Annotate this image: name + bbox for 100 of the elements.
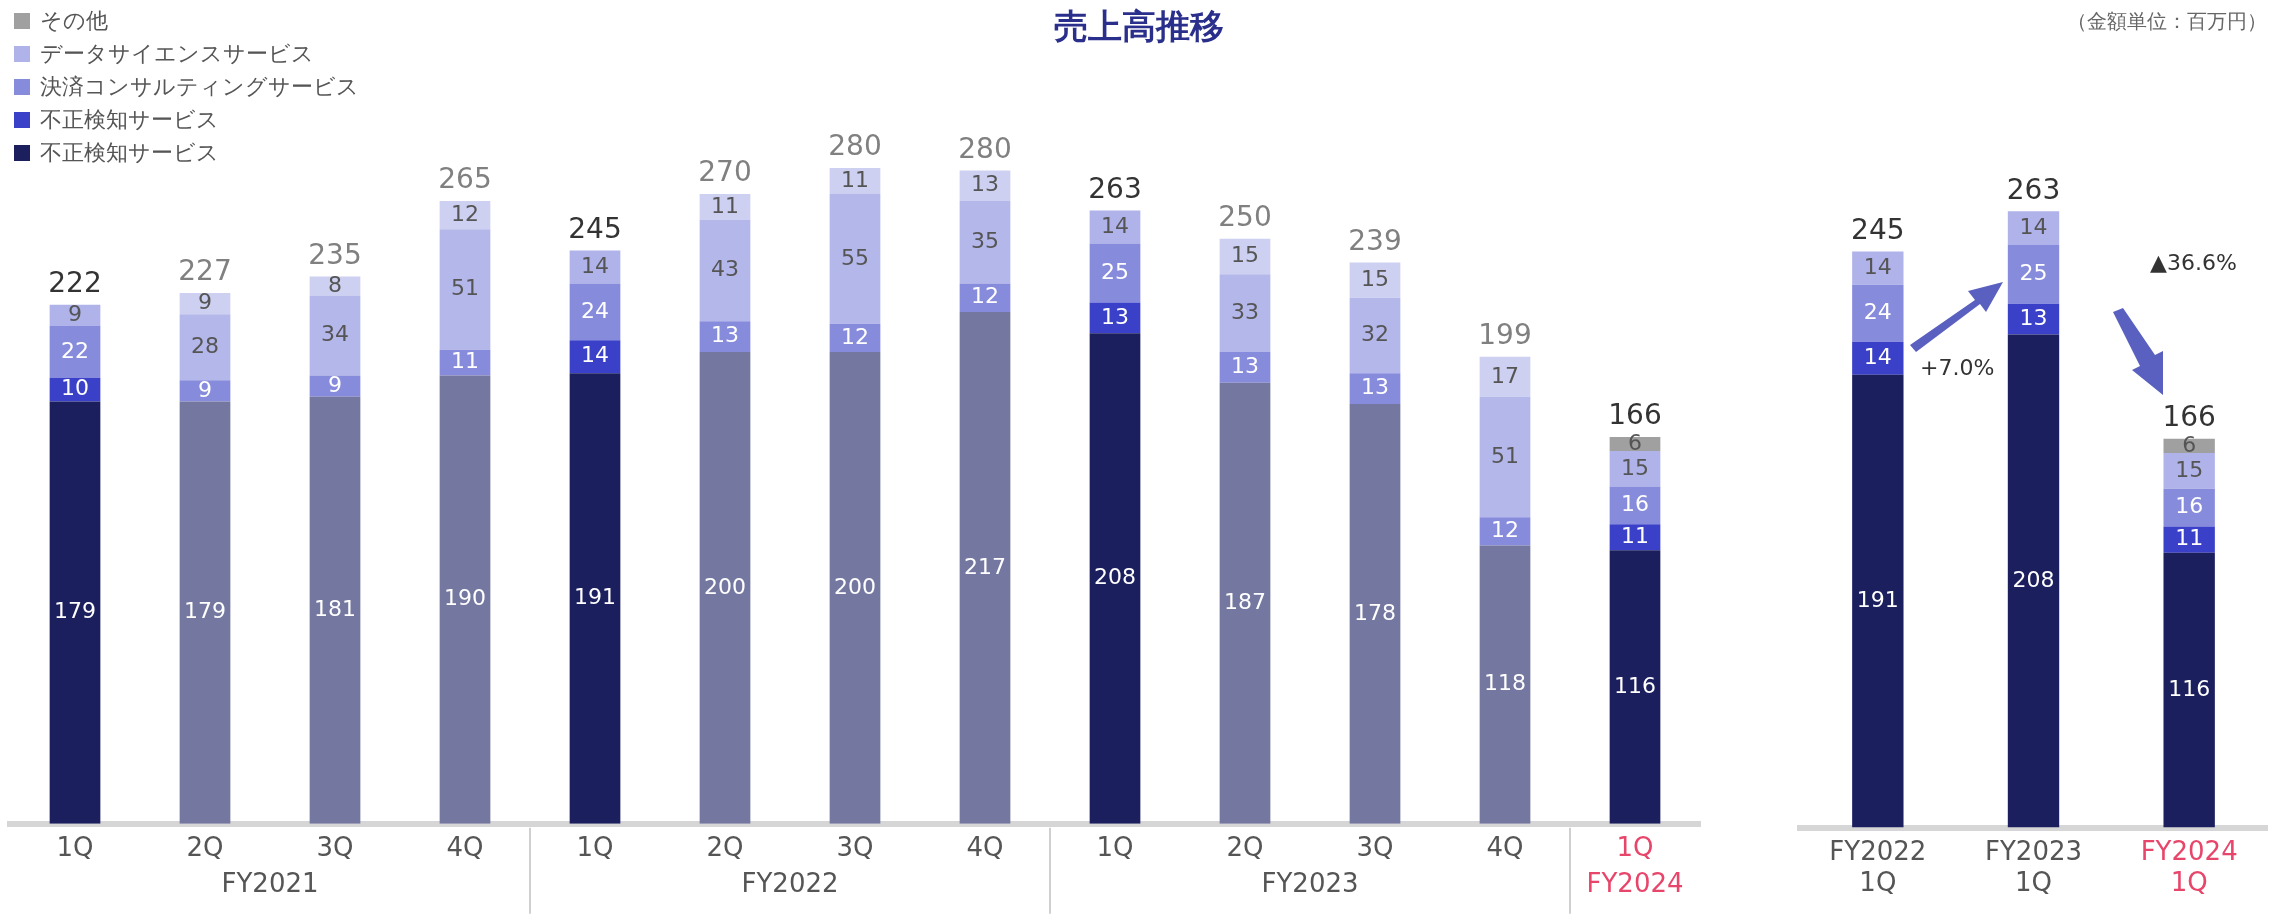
total-label: 245 [1851, 212, 1905, 246]
data-label: 13 [711, 322, 739, 348]
x-tick-label: 4Q [966, 832, 1004, 863]
data-label: 14 [2019, 213, 2048, 239]
bar [439, 229, 491, 350]
data-label: 8 [328, 271, 342, 297]
bar [699, 219, 751, 322]
data-label: 35 [971, 228, 999, 254]
bar [1349, 297, 1401, 374]
bar [569, 373, 621, 824]
x-tick-label: 1Q [1616, 832, 1654, 863]
data-label: 12 [1491, 517, 1519, 543]
data-label: 200 [834, 573, 876, 599]
total-label: 265 [438, 162, 492, 196]
x-tick-label: FY2022 1Q [1829, 835, 1927, 898]
data-label: 15 [1361, 265, 1389, 291]
bar [1852, 284, 1904, 342]
total-label: 245 [568, 211, 622, 245]
data-label: 6 [1628, 429, 1642, 455]
data-label: 13 [971, 171, 999, 197]
legend-label: 不正検知サービス [40, 139, 219, 167]
legend-label: その他 [40, 7, 108, 35]
data-label: 118 [1484, 670, 1526, 696]
data-label: 11 [711, 192, 739, 218]
text: FY2024 [1586, 867, 1684, 898]
data-label: 14 [581, 342, 609, 368]
x-tick-label: 2Q [1226, 832, 1264, 863]
x-tick-label: 1Q [56, 832, 94, 863]
text: FY2023 [1261, 867, 1359, 898]
bar [1089, 333, 1141, 824]
x-tick-label: 1Q [576, 832, 614, 863]
bar [2163, 488, 2215, 527]
bar [1479, 396, 1531, 518]
x-tick-label: 2Q [186, 832, 224, 863]
bar [309, 396, 361, 824]
legend-label: データサイエンスサービス [40, 40, 314, 68]
data-label: 33 [1231, 298, 1259, 324]
data-label: 179 [184, 598, 226, 624]
data-label: 16 [1621, 491, 1649, 517]
data-label: 217 [964, 553, 1006, 579]
total-label: 239 [1348, 223, 1402, 257]
x-tick-label: 4Q [1486, 832, 1524, 863]
data-label: 179 [54, 598, 96, 624]
data-label: 16 [2175, 493, 2204, 519]
total-label: 222 [48, 266, 102, 300]
x-tick-label: 4Q [446, 832, 484, 863]
data-label: 191 [574, 584, 616, 610]
data-label: 15 [1231, 242, 1259, 268]
data-label: 9 [198, 376, 212, 402]
bar [2163, 453, 2215, 489]
legend-label: 決済コンサルティングサービス [40, 73, 359, 101]
data-label: 34 [321, 321, 349, 347]
data-label: 6 [2182, 431, 2197, 457]
bar [1219, 382, 1271, 824]
bar [179, 380, 231, 402]
text: FY2022 [741, 867, 839, 898]
data-label: 51 [1491, 442, 1519, 468]
bar [1852, 251, 1904, 285]
data-label: 43 [711, 256, 739, 282]
data-label: 208 [1094, 564, 1136, 590]
data-label: 13 [1361, 374, 1389, 400]
data-label: 24 [1863, 298, 1892, 324]
total-label: 166 [2162, 400, 2216, 434]
x-tick-label: FY2024 1Q [2140, 835, 2238, 898]
data-label: 178 [1354, 599, 1396, 625]
data-label: 13 [1231, 353, 1259, 379]
data-label: 25 [2019, 259, 2048, 285]
bar [439, 375, 491, 824]
total-label: 280 [828, 129, 882, 163]
data-label: 22 [61, 337, 89, 363]
text: FY2021 [221, 867, 319, 898]
data-label: 15 [1621, 454, 1649, 480]
data-label: 181 [314, 596, 356, 622]
data-label: 55 [841, 244, 869, 270]
data-label: 208 [2012, 566, 2055, 592]
bar [959, 311, 1011, 824]
data-label: 190 [444, 585, 486, 611]
total-label: 263 [2006, 172, 2061, 206]
data-label: 12 [971, 283, 999, 309]
data-label: 14 [1863, 253, 1892, 279]
total-label: 280 [958, 131, 1012, 165]
text: （金額単位：百万円） [2067, 8, 2267, 35]
data-label: 14 [1101, 212, 1129, 238]
data-label: 17 [1491, 362, 1519, 388]
data-label: 32 [1361, 321, 1389, 347]
total-label: 270 [698, 155, 752, 189]
bar [2163, 552, 2215, 828]
bar [1479, 545, 1531, 824]
bar [2007, 334, 2060, 828]
data-label: 9 [198, 289, 212, 315]
total-label: 263 [1088, 171, 1142, 205]
total-label: 250 [1218, 200, 1272, 234]
bar [1852, 341, 1904, 375]
bar [49, 401, 101, 824]
data-label: 11 [2175, 525, 2204, 551]
data-label: 187 [1224, 588, 1266, 614]
bar [829, 193, 881, 324]
bar [1349, 403, 1401, 824]
bar [1479, 356, 1531, 397]
bar [959, 201, 1011, 284]
